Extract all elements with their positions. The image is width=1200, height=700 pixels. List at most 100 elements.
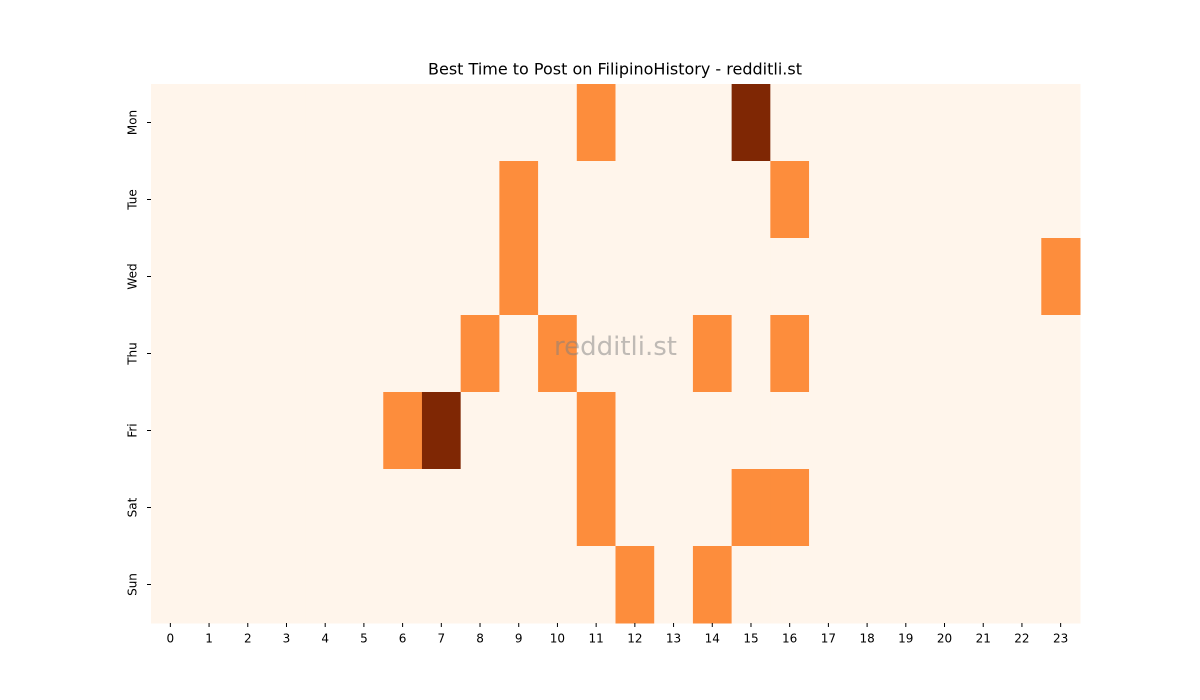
heatmap-cell [731,238,771,316]
x-tick-label: 3 [283,632,291,646]
heatmap-cell [1002,546,1042,624]
heatmap-cell [228,84,268,162]
heatmap-cell [228,315,268,393]
heatmap-cell [692,546,733,624]
y-tick-label: Sat [126,497,140,517]
heatmap-cell [576,315,616,393]
heatmap-cell [809,546,849,624]
x-tick-label: 1 [205,632,213,646]
heatmap-cell [421,469,462,547]
heatmap-cell [151,469,191,547]
x-tick-label: 12 [627,632,642,646]
heatmap-cell [228,238,268,316]
heatmap-cell [383,469,423,547]
heatmap-cell [189,546,229,624]
heatmap-cell [460,546,500,624]
x-tick-label: 9 [515,632,523,646]
heatmap-cell [615,161,655,239]
heatmap-cell [344,84,384,162]
heatmap-cell [421,392,462,470]
heatmap-cell [305,546,346,624]
heatmap-cell [886,84,926,162]
heatmap-cell [615,315,655,393]
heatmap-cell [654,315,694,393]
heatmap-cell [615,238,655,316]
heatmap-cell [383,315,423,393]
heatmap-cell [228,392,268,470]
heatmap-cell [1002,161,1042,239]
heatmap-cell [383,161,423,239]
x-tick-label: 17 [821,632,836,646]
heatmap-cell [151,315,191,393]
heatmap-cell [1041,84,1081,162]
x-tick-label: 13 [666,632,681,646]
y-tick-label: Wed [126,263,140,289]
heatmap-cell [499,546,539,624]
heatmap-cell [189,238,229,316]
heatmap-cell [538,469,578,547]
heatmap-cell [963,546,1004,624]
x-tick-label: 10 [550,632,565,646]
heatmap-cell [731,392,771,470]
x-tick-label: 2 [244,632,252,646]
heatmap-cell [731,469,771,547]
heatmap-cell [538,84,578,162]
heatmap-cell [654,469,694,547]
heatmap-cell [1041,315,1081,393]
x-tick-label: 7 [437,632,445,646]
heatmap-cell [615,392,655,470]
heatmap-cell [1002,392,1042,470]
heatmap-cell [809,238,849,316]
heatmap-cell [963,161,1004,239]
heatmap-cell [151,161,191,239]
heatmap-cell [267,161,307,239]
heatmap-cell [1002,469,1042,547]
x-tick-label: 11 [589,632,604,646]
heatmap-cell [770,469,810,547]
heatmap-cell [654,392,694,470]
heatmap-cell [576,161,616,239]
heatmap-cell [421,161,462,239]
heatmap-cell [383,84,423,162]
x-tick-label: 18 [859,632,874,646]
heatmap-cell [267,469,307,547]
heatmap-cell [770,84,810,162]
heatmap-cell [460,238,500,316]
heatmap-cell [692,392,733,470]
heatmap-cell [692,161,733,239]
heatmap-cell [886,469,926,547]
heatmap-cell [654,546,694,624]
heatmap-cell [228,469,268,547]
heatmap-cell [499,469,539,547]
heatmap-cell [305,238,346,316]
heatmap-cell [886,546,926,624]
heatmap-cell [499,315,539,393]
heatmap-cell [421,315,462,393]
heatmap-cell [267,546,307,624]
heatmap-cell [692,315,733,393]
heatmap-cell [770,315,810,393]
heatmap-cell [538,546,578,624]
heatmap-cell [770,392,810,470]
heatmap-cell [925,161,965,239]
heatmap-cell [654,161,694,239]
x-tick-label: 19 [898,632,913,646]
heatmap-cell [925,84,965,162]
heatmap-cell [809,84,849,162]
heatmap-cell [847,84,887,162]
heatmap-cell [692,238,733,316]
heatmap-cell [344,238,384,316]
x-tick-label: 0 [167,632,175,646]
heatmap-cell [189,161,229,239]
heatmap-cell [383,392,423,470]
heatmap-cell [654,238,694,316]
heatmap-cell [383,238,423,316]
heatmap-cell [847,238,887,316]
heatmap-cell [460,84,500,162]
y-tick-label: Fri [126,423,140,437]
heatmap-cell [460,161,500,239]
heatmap-cell [809,392,849,470]
heatmap-cell [344,469,384,547]
heatmap-cell [1002,315,1042,393]
heatmap-cell [770,546,810,624]
